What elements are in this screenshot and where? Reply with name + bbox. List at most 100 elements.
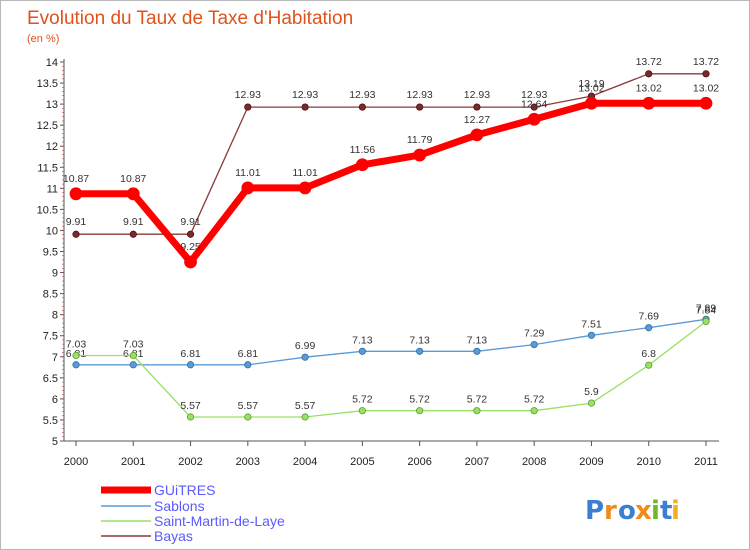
data-point xyxy=(527,112,541,126)
data-label: 9.91 xyxy=(66,216,87,228)
data-label: 12.93 xyxy=(292,89,318,101)
y-tick-label: 14 xyxy=(46,57,58,69)
data-point xyxy=(129,230,137,238)
data-point xyxy=(301,103,309,111)
data-point xyxy=(358,347,366,355)
data-point xyxy=(645,361,653,369)
y-tick-label: 6.5 xyxy=(43,373,58,385)
data-point xyxy=(69,187,83,201)
data-point xyxy=(126,187,140,201)
chart-subtitle: (en %) xyxy=(27,33,59,45)
data-point xyxy=(473,407,481,415)
data-label: 11.56 xyxy=(350,144,376,156)
series-line xyxy=(76,99,706,266)
data-point xyxy=(186,361,195,369)
y-tick-label: 12 xyxy=(46,141,58,153)
data-point xyxy=(473,103,481,111)
data-label: 6.81 xyxy=(180,348,201,360)
data-label: 12.93 xyxy=(349,89,375,101)
data-label: 9.25 xyxy=(180,241,201,253)
data-label: 7.13 xyxy=(467,334,488,346)
data-label: 13.02 xyxy=(693,82,719,94)
data-label: 11.01 xyxy=(235,167,261,179)
data-point xyxy=(298,181,312,195)
x-tick-label: 2010 xyxy=(636,456,660,468)
data-point xyxy=(587,331,596,339)
brand-letter: o xyxy=(618,496,636,526)
legend-label: Bayas xyxy=(154,528,193,544)
y-tick-label: 8 xyxy=(52,310,58,322)
x-tick-label: 2009 xyxy=(579,456,603,468)
data-point xyxy=(470,128,484,142)
data-point xyxy=(358,103,366,111)
brand-letter: i xyxy=(651,496,660,526)
data-point xyxy=(186,230,195,238)
data-label: 6.99 xyxy=(295,340,316,352)
y-tick-label: 11 xyxy=(47,183,58,195)
data-point xyxy=(72,361,80,369)
x-tick-label: 2006 xyxy=(407,456,431,468)
data-point xyxy=(184,255,197,269)
brand-letter: r xyxy=(604,496,617,526)
data-label: 7.89 xyxy=(696,302,717,314)
data-point xyxy=(702,70,710,78)
axes: 5 5.5 6 6.5 7 7.5 8 8.5 9 9.5 10 10.5 11 11.5 12 12.5 13… xyxy=(37,57,719,468)
data-point xyxy=(413,148,427,162)
data-label: 12.93 xyxy=(464,89,490,101)
data-label: 7.29 xyxy=(524,328,545,340)
y-tick-label: 8.5 xyxy=(43,289,58,301)
series-line xyxy=(76,318,707,366)
data-label: 6.81 xyxy=(238,348,259,360)
data-point xyxy=(702,317,710,326)
data-point xyxy=(473,347,481,355)
data-label: 13.19 xyxy=(578,78,604,90)
data-label: 9.91 xyxy=(180,216,201,228)
y-tick-label: 7 xyxy=(52,352,58,364)
data-point xyxy=(642,96,656,110)
data-point xyxy=(530,407,538,415)
data-label: 13.72 xyxy=(636,56,662,68)
x-tick-label: 2000 xyxy=(64,456,88,468)
data-label: 12.93 xyxy=(235,89,261,101)
x-tick-label: 2011 xyxy=(694,456,718,468)
data-point xyxy=(244,413,252,421)
data-label: 7.03 xyxy=(66,339,87,351)
data-label: 13.02 xyxy=(636,82,662,94)
data-label: 7.69 xyxy=(639,311,660,323)
data-label: 12.93 xyxy=(406,89,432,101)
data-label: 5.57 xyxy=(180,400,201,412)
data-point xyxy=(416,407,424,415)
data-label: 6.8 xyxy=(641,348,656,360)
y-tick-label: 9 xyxy=(52,268,58,280)
y-tick-label: 11.5 xyxy=(37,162,58,174)
y-tick-label: 12.5 xyxy=(37,120,58,132)
y-tick-label: 5 xyxy=(52,436,58,448)
legend-label: GUiTRES xyxy=(154,482,215,498)
brand-letter: x xyxy=(635,496,652,526)
data-point xyxy=(587,399,596,407)
data-label: 5.57 xyxy=(295,400,316,412)
x-tick-label: 2007 xyxy=(465,456,489,468)
data-label: 12.64 xyxy=(521,98,547,110)
data-label: 12.27 xyxy=(464,114,490,126)
brand-letter: i xyxy=(671,496,680,526)
chart-title: Evolution du Taux de Taxe d'Habitation xyxy=(27,8,353,29)
y-tick-label: 10 xyxy=(46,225,58,237)
data-point xyxy=(416,103,424,111)
data-label: 5.72 xyxy=(467,394,488,406)
data-label: 5.72 xyxy=(352,394,373,406)
data-label: 5.57 xyxy=(238,400,259,412)
y-tick-label: 13.5 xyxy=(37,78,58,90)
data-label: 9.91 xyxy=(123,216,144,228)
x-tick-label: 2005 xyxy=(350,456,374,468)
data-label: 5.72 xyxy=(409,394,430,406)
brand-letter: P xyxy=(585,496,604,526)
data-label: 13.02 xyxy=(578,82,604,94)
data-point xyxy=(301,353,309,361)
series-line xyxy=(76,73,706,235)
data-point xyxy=(530,340,538,349)
data-label: 11.01 xyxy=(292,167,318,179)
